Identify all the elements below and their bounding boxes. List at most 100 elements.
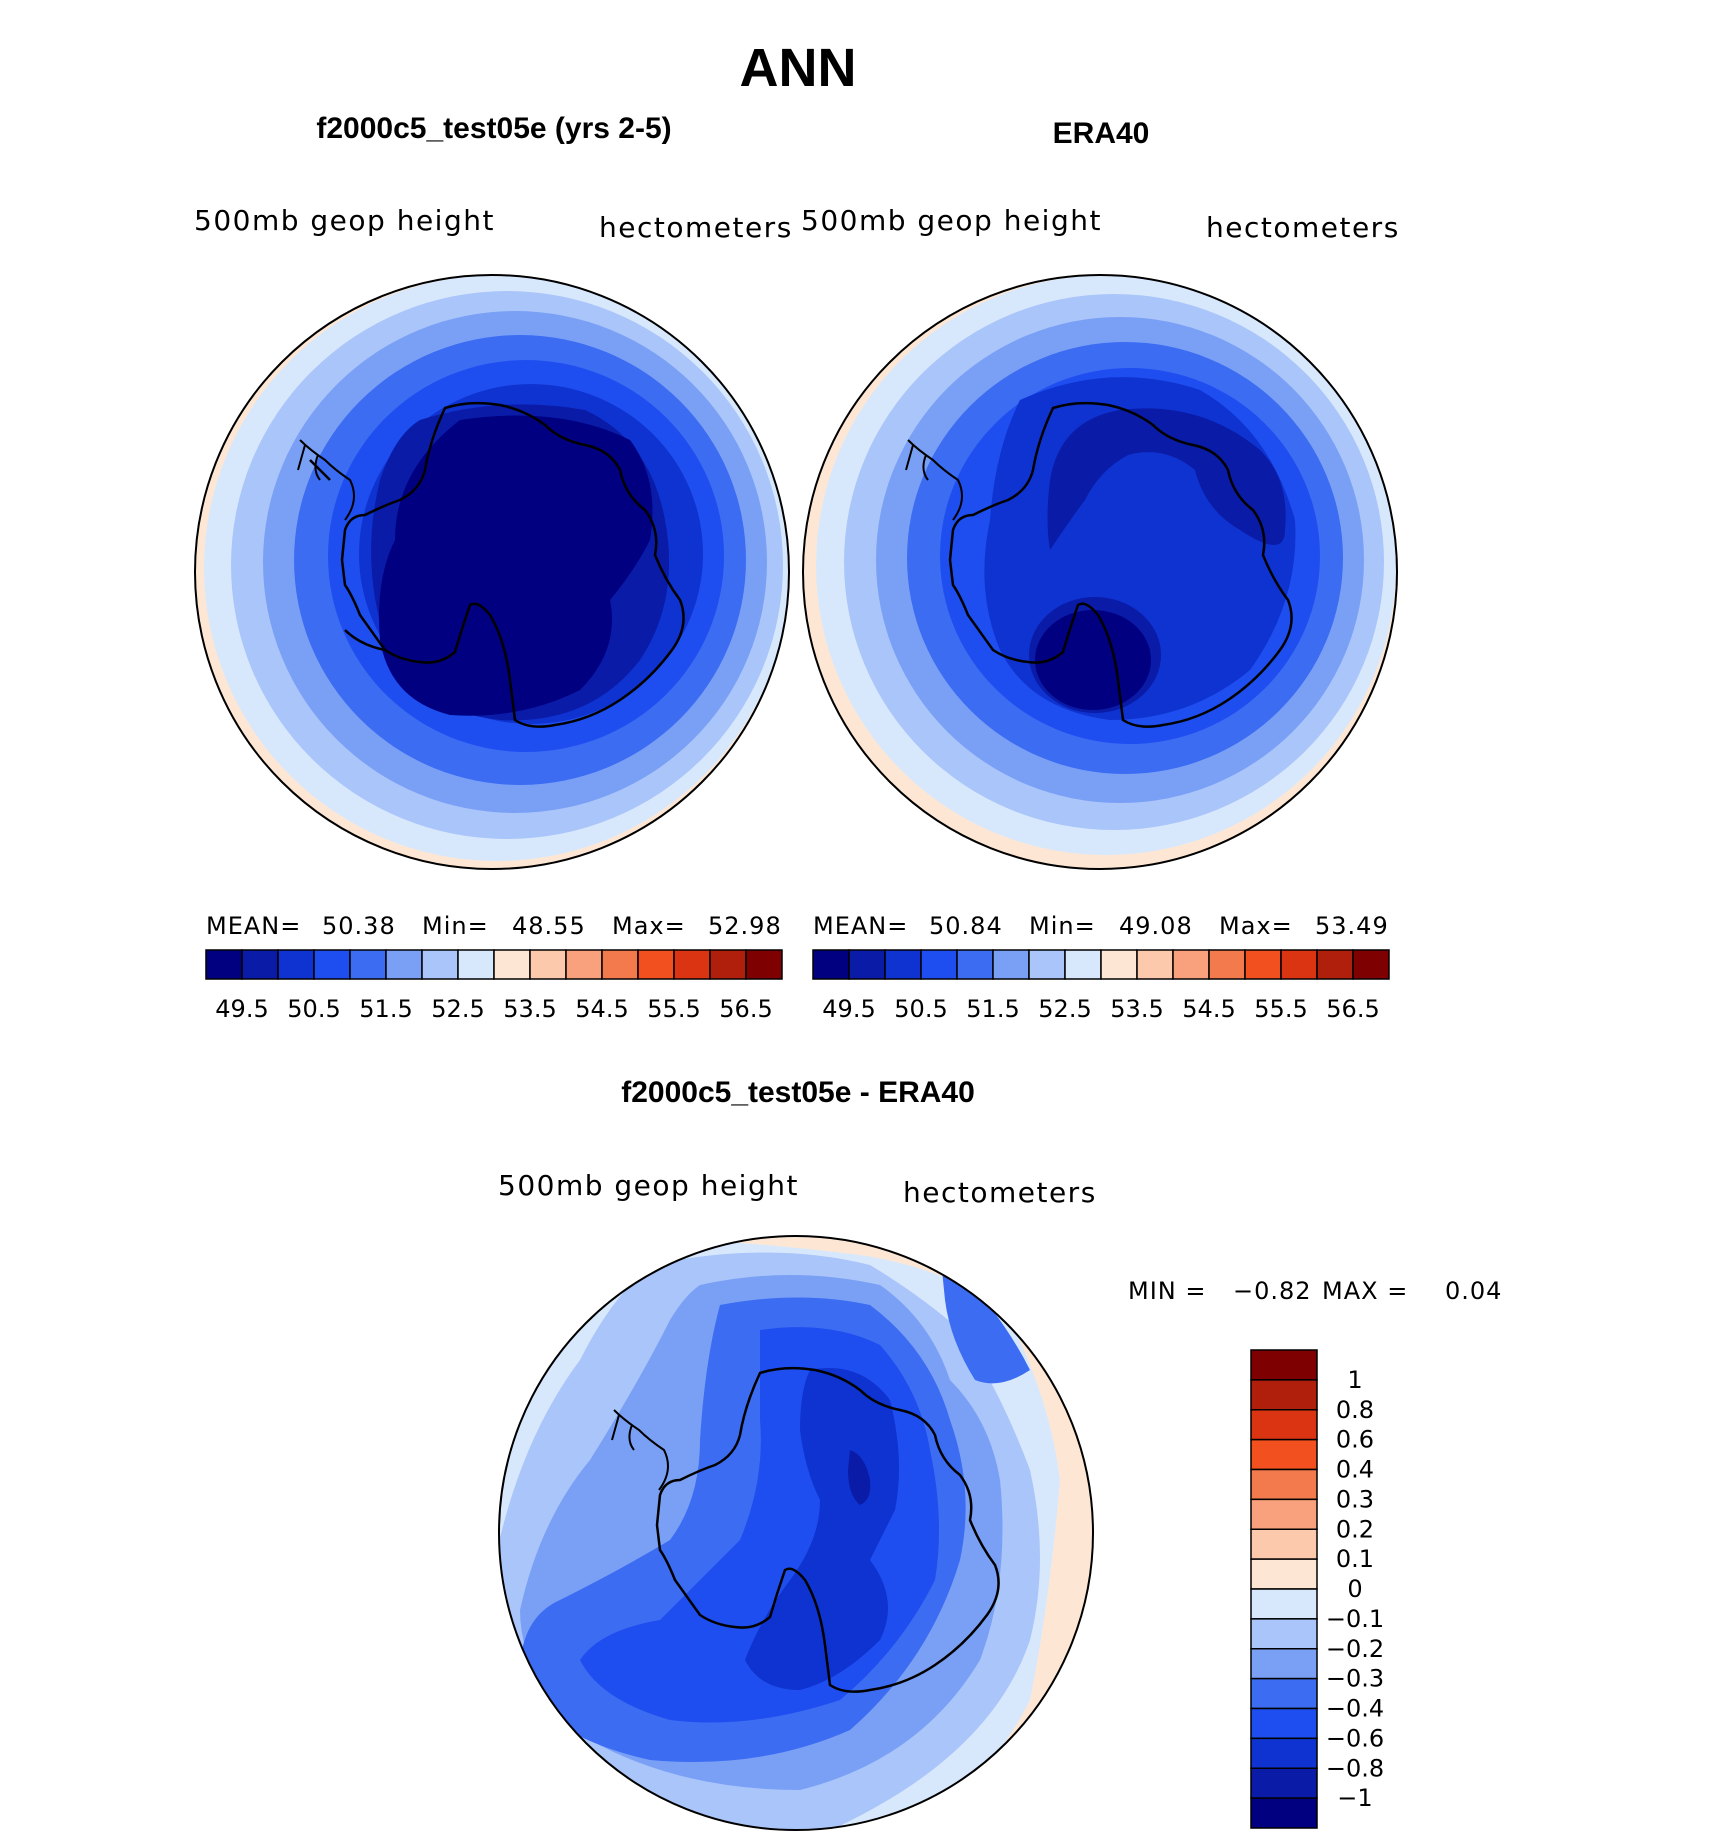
- diff-colorbar-tick-label: 0.4: [1336, 1456, 1374, 1484]
- model-colorbar: [205, 949, 783, 980]
- model-units-label: hectometers: [599, 211, 793, 244]
- diff-colorbar-tick-label: 0.3: [1336, 1485, 1374, 1513]
- model-colorbar-cell: [313, 949, 351, 980]
- model-colorbar-cell: [565, 949, 603, 980]
- diff-colorbar-tick-label: 0.1: [1336, 1545, 1374, 1573]
- obs-colorbar-cell: [1280, 949, 1318, 980]
- diff-max-value: 0.04: [1445, 1277, 1502, 1305]
- diff-map-border: [498, 1235, 1094, 1831]
- diff-colorbar-tick-label: 0.2: [1336, 1515, 1374, 1543]
- model-colorbar-cell: [349, 949, 387, 980]
- obs-mean-label: MEAN=: [813, 912, 908, 940]
- model-colorbar-cell: [385, 949, 423, 980]
- diff-colorbar-tick-label: −0.2: [1326, 1635, 1384, 1663]
- obs-colorbar-tick-label: 54.5: [1182, 995, 1235, 1023]
- model-peninsula: [297, 439, 355, 521]
- diff-colorbar-cell: [1250, 1558, 1318, 1590]
- diff-colorbar-cell: [1250, 1767, 1318, 1799]
- diff-min-label: MIN =: [1128, 1277, 1206, 1305]
- obs-map-border: [802, 274, 1398, 870]
- diff-coastline: [655, 1366, 1000, 1693]
- figure-title: ANN: [740, 38, 857, 98]
- diff-colorbar-cell: [1250, 1677, 1318, 1710]
- model-coastline: [309, 401, 685, 728]
- model-colorbar-tick-label: 55.5: [647, 995, 700, 1023]
- model-colorbar-tick-label: 52.5: [431, 995, 484, 1023]
- model-colorbar-cell: [601, 949, 639, 980]
- model-variable-label: 500mb geop height: [194, 204, 495, 237]
- diff-colorbar-cell: [1250, 1588, 1318, 1620]
- model-colorbar-cell: [709, 949, 747, 980]
- model-colorbar-tick-label: 51.5: [359, 995, 412, 1023]
- diff-colorbar-cell: [1250, 1349, 1318, 1381]
- obs-colorbar-ticks: 49.5 50.5 51.5 52.5 53.5 54.5 55.5 56.5: [822, 995, 1379, 1023]
- obs-colorbar-cell: [884, 949, 922, 980]
- diff-max-label: MAX =: [1322, 1277, 1408, 1305]
- obs-colorbar-cell: [848, 949, 886, 980]
- model-colorbar-cell: [493, 949, 531, 980]
- model-band-min: [379, 415, 653, 716]
- diff-band-neg-0-8: [745, 1368, 899, 1690]
- obs-colorbar-tick-label: 52.5: [1038, 995, 1091, 1023]
- obs-colorbar-cell: [920, 949, 958, 980]
- model-colorbar-cell: [277, 949, 315, 980]
- model-min-value: 48.55: [512, 912, 586, 940]
- obs-min-label: Min=: [1029, 912, 1096, 940]
- diff-colorbar-cell: [1250, 1468, 1318, 1501]
- diff-colorbar-cell: [1250, 1498, 1318, 1530]
- obs-colorbar-cell: [1028, 949, 1066, 980]
- obs-max-value: 53.49: [1315, 912, 1389, 940]
- model-colorbar-tick-label: 53.5: [503, 995, 556, 1023]
- obs-band-min-upper: [1047, 408, 1286, 550]
- model-colorbar-ticks: 49.5 50.5 51.5 52.5 53.5 54.5 55.5 56.5: [215, 995, 772, 1023]
- diff-colorbar-cell: [1250, 1648, 1318, 1680]
- model-map: [195, 275, 789, 869]
- model-panel-title: f2000c5_test05e (yrs 2-5): [316, 112, 671, 145]
- obs-colorbar-tick-label: 49.5: [822, 995, 875, 1023]
- diff-colorbar-cell: [1250, 1618, 1318, 1650]
- diff-colorbar-cell: [1250, 1438, 1318, 1471]
- diff-variable-label: 500mb geop height: [498, 1169, 799, 1202]
- model-mean-label: MEAN=: [206, 912, 301, 940]
- diff-colorbar-tick-label: −1: [1337, 1784, 1372, 1812]
- model-colorbar-cell: [205, 949, 243, 980]
- model-stats: MEAN= 50.38 Min= 48.55 Max= 52.98: [206, 912, 781, 940]
- obs-mean-value: 50.84: [929, 912, 1003, 940]
- diff-colorbar-tick-label: −0.3: [1326, 1665, 1384, 1693]
- obs-colorbar-cell: [1316, 949, 1354, 980]
- diff-colorbar-tick-label: −0.1: [1326, 1605, 1384, 1633]
- diff-colorbar-tick-label: 1: [1347, 1366, 1362, 1394]
- obs-stats: MEAN= 50.84 Min= 49.08 Max= 53.49: [813, 912, 1389, 940]
- diff-colorbar-cell: [1250, 1379, 1318, 1411]
- obs-colorbar-tick-label: 56.5: [1326, 995, 1379, 1023]
- obs-colorbar-tick-label: 53.5: [1110, 995, 1163, 1023]
- obs-colorbar-tick-label: 55.5: [1254, 995, 1307, 1023]
- obs-colorbar-cell: [992, 949, 1030, 980]
- obs-colorbar-cell: [1100, 949, 1138, 980]
- diff-colorbar-cell: [1250, 1737, 1318, 1769]
- diff-units-label: hectometers: [903, 1176, 1097, 1209]
- diff-colorbar-ticks: 10.80.60.40.30.20.10−0.1−0.2−0.3−0.4−0.6…: [1326, 1366, 1384, 1812]
- diff-colorbar-tick-label: −0.4: [1326, 1695, 1384, 1723]
- diff-colorbar-tick-label: −0.8: [1326, 1754, 1384, 1782]
- obs-colorbar-cell: [956, 949, 994, 980]
- obs-colorbar-cell: [1208, 949, 1246, 980]
- diff-colorbar-tick-label: 0.6: [1336, 1426, 1374, 1454]
- obs-coastline: [948, 401, 1293, 728]
- diff-colorbar-cell: [1250, 1409, 1318, 1441]
- diff-panel-title: f2000c5_test05e - ERA40: [621, 1076, 975, 1109]
- model-colorbar-cell: [457, 949, 495, 980]
- obs-map: [803, 275, 1397, 869]
- diff-colorbar-cell: [1250, 1707, 1318, 1740]
- obs-units-label: hectometers: [1206, 211, 1400, 244]
- obs-colorbar-cell: [1352, 949, 1390, 980]
- model-colorbar-cell: [745, 949, 783, 980]
- obs-colorbar-cell: [812, 949, 850, 980]
- model-max-label: Max=: [612, 912, 686, 940]
- model-colorbar-cell: [637, 949, 675, 980]
- obs-peninsula: [905, 439, 963, 521]
- obs-colorbar: [812, 949, 1390, 980]
- diff-band-neg-1: [848, 1450, 871, 1505]
- diff-min-value: −0.82: [1233, 1277, 1312, 1305]
